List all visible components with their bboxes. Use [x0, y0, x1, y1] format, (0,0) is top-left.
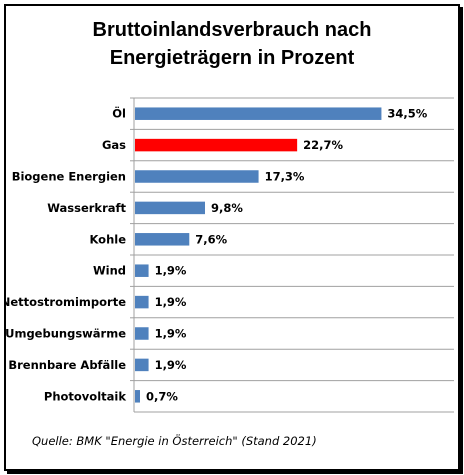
category-label: Photovoltaik [44, 389, 126, 403]
category-label: Brennbare Abfälle [8, 358, 126, 372]
category-label: Biogene Energien [12, 170, 126, 184]
chart-title: Bruttoinlandsverbrauch nach Energieträge… [6, 16, 458, 72]
bar-chart: Öl 34,5% Gas 22,7% Biogene Energien 17,3% Wass… [6, 97, 454, 413]
category-label: Wasserkraft [47, 201, 126, 215]
value-label: 22,7% [303, 138, 343, 152]
value-label: 1,9% [155, 327, 187, 341]
value-label: 7,6% [195, 232, 227, 246]
category-label: Umgebungswärme [6, 327, 126, 341]
value-label: 1,9% [155, 264, 187, 278]
value-label: 9,8% [211, 201, 243, 215]
chart-frame: Bruttoinlandsverbrauch nach Energieträge… [4, 4, 460, 471]
bar [135, 201, 205, 215]
bar [135, 107, 382, 120]
bar [135, 327, 149, 340]
category-label: Kohle [89, 232, 126, 246]
chart-title-line-2: Energieträgern in Prozent [109, 47, 355, 69]
value-label: 0,7% [146, 389, 178, 403]
value-label: 34,5% [387, 107, 427, 121]
bar [135, 264, 149, 277]
value-label: 1,9% [155, 295, 187, 309]
category-label: Öl [112, 106, 126, 121]
bar [135, 138, 298, 152]
category-label: Gas [102, 138, 126, 152]
bar [135, 358, 149, 372]
bar [135, 295, 149, 309]
chart-title-line-1: Bruttoinlandsverbrauch nach [92, 19, 372, 41]
bar [135, 390, 140, 403]
source-note: Quelle: BMK "Energie in Österreich" (Sta… [32, 434, 317, 448]
value-label: 1,9% [155, 358, 187, 372]
bar [135, 233, 190, 246]
bar [135, 170, 259, 183]
category-label: Nettostromimporte [6, 295, 126, 309]
value-label: 17,3% [265, 170, 305, 184]
category-label: Wind [93, 264, 126, 278]
